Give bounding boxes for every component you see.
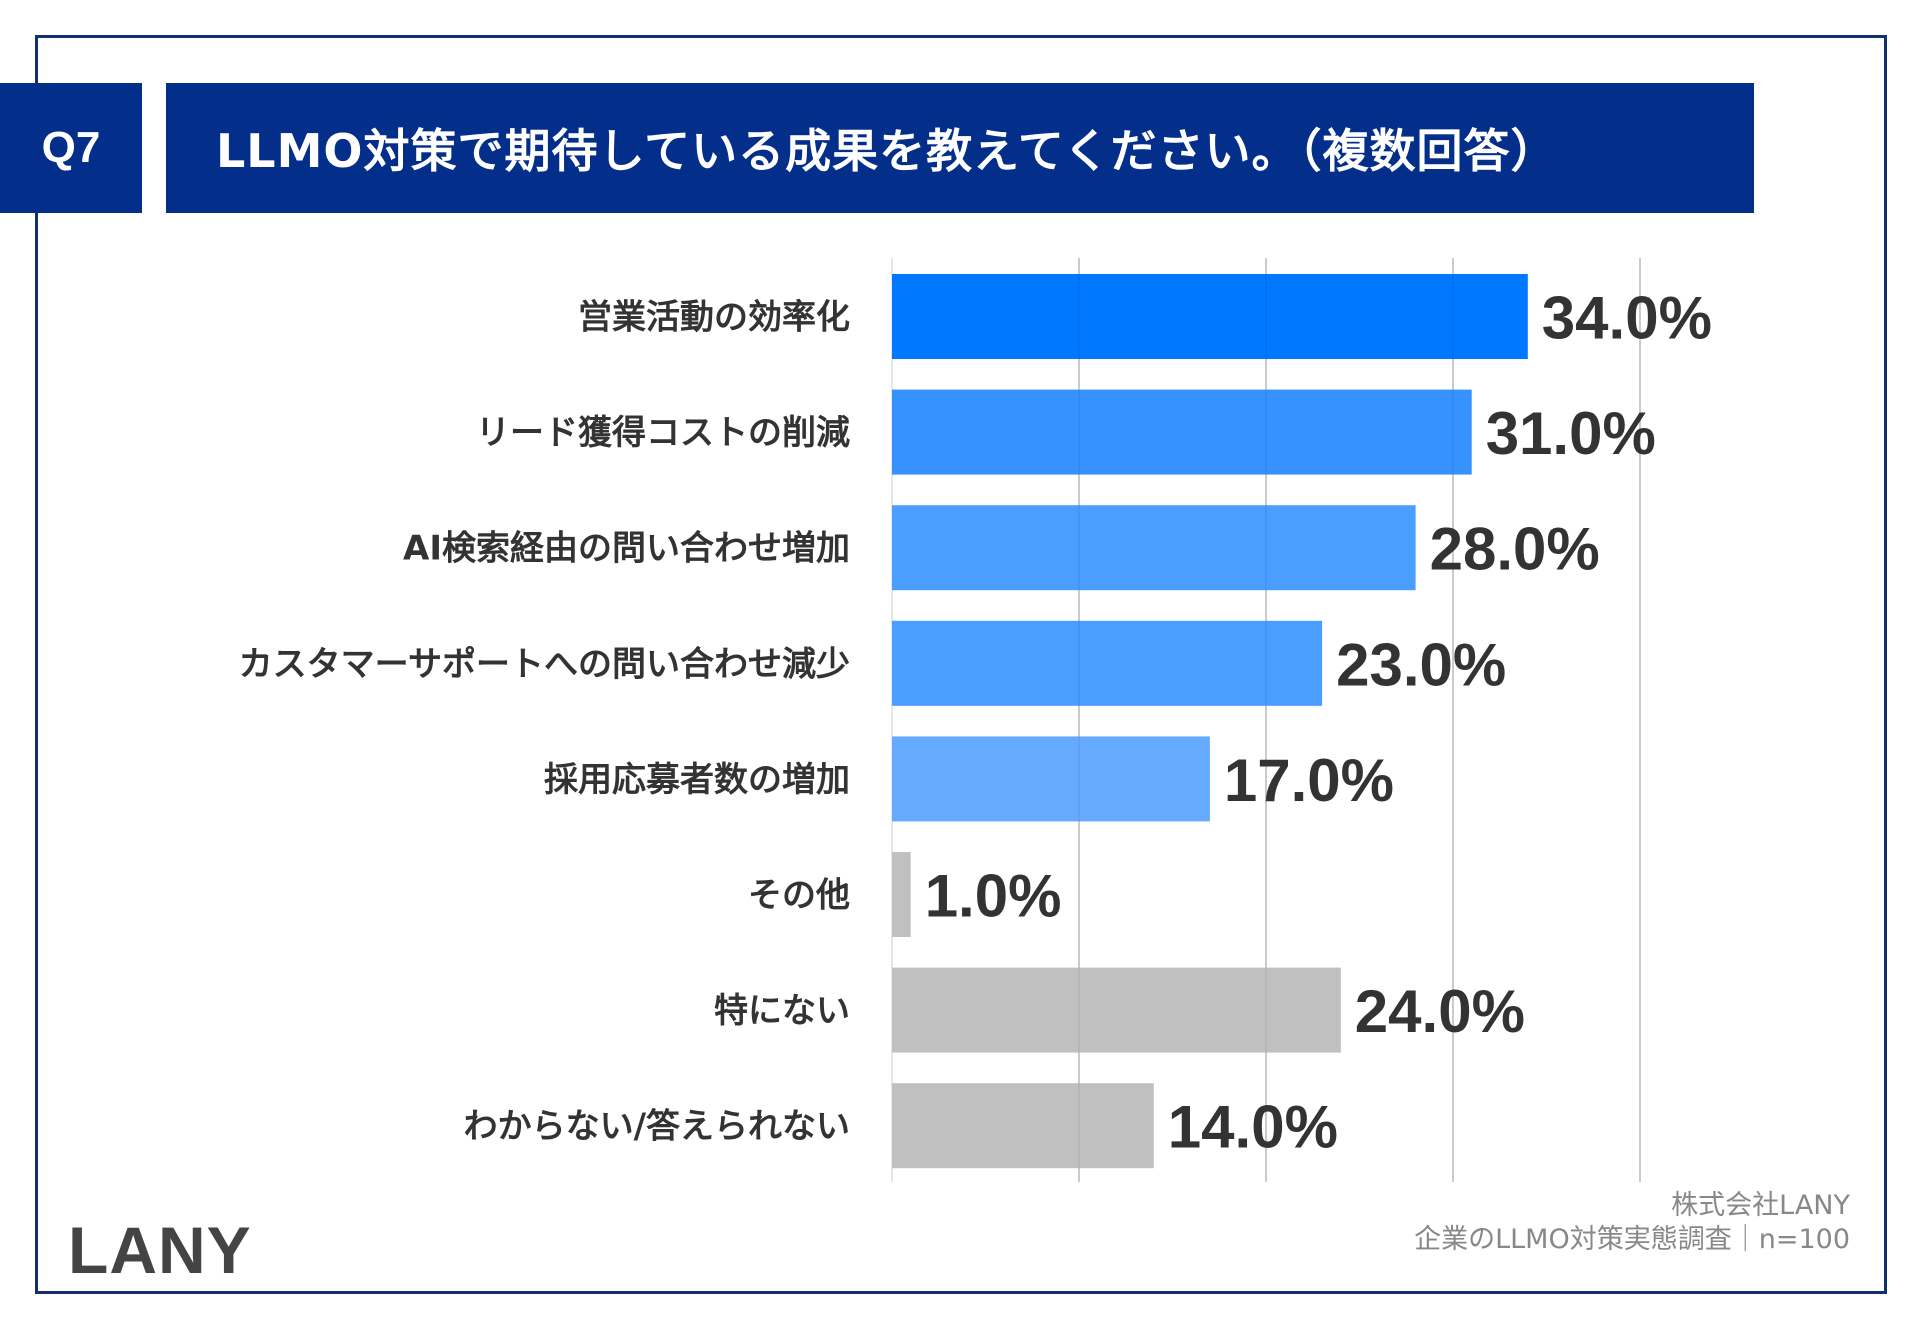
bar [892,1083,1154,1169]
category-label: 採用応募者数の増加 [544,760,850,800]
category-label: リード獲得コストの削減 [476,413,850,453]
footer-company: 株式会社LANY [1671,1190,1850,1221]
source-footer: 株式会社LANY 企業のLLMO対策実態調査｜n=100 [1414,1189,1850,1257]
chart-title: LLMO対策で期待している成果を教えてください。（複数回答） [216,124,1558,178]
category-label: AI検索経由の問い合わせ増加 [403,529,850,569]
chart-frame [35,35,1887,1294]
value-label: 14.0% [1168,1094,1338,1161]
value-label: 34.0% [1542,285,1712,352]
lany-logo: LANY [68,1213,252,1287]
bar [892,620,1323,706]
value-label: 23.0% [1336,631,1506,698]
value-labels: 34.0% 31.0% 28.0% 23.0% 17.0% 1.0% 24.0% 14.0% [925,285,1712,1161]
title-bar: LLMO対策で期待している成果を教えてください。（複数回答） [166,83,1754,213]
value-label: 1.0% [925,863,1062,930]
category-label: 特にない [714,991,850,1031]
category-label: カスタマーサポートへの問い合わせ減少 [239,644,850,684]
bar [892,852,911,937]
value-label: 28.0% [1430,516,1600,583]
category-label: 営業活動の効率化 [578,298,850,338]
value-label: 24.0% [1355,978,1525,1045]
bar [892,736,1210,822]
question-number: Q7 [41,123,101,172]
category-label: その他 [748,876,850,916]
value-label: 17.0% [1224,747,1394,814]
bar [892,274,1528,359]
bars [892,274,1528,1169]
bar [892,967,1341,1053]
category-label: わからない/答えられない [464,1107,850,1147]
footer-survey: 企業のLLMO対策実態調査｜n=100 [1414,1224,1850,1255]
value-label: 31.0% [1486,400,1656,467]
bar [892,505,1416,591]
bar [892,389,1472,475]
gridlines-overlay [1078,258,1641,1182]
question-number-badge: Q7 [0,83,142,213]
